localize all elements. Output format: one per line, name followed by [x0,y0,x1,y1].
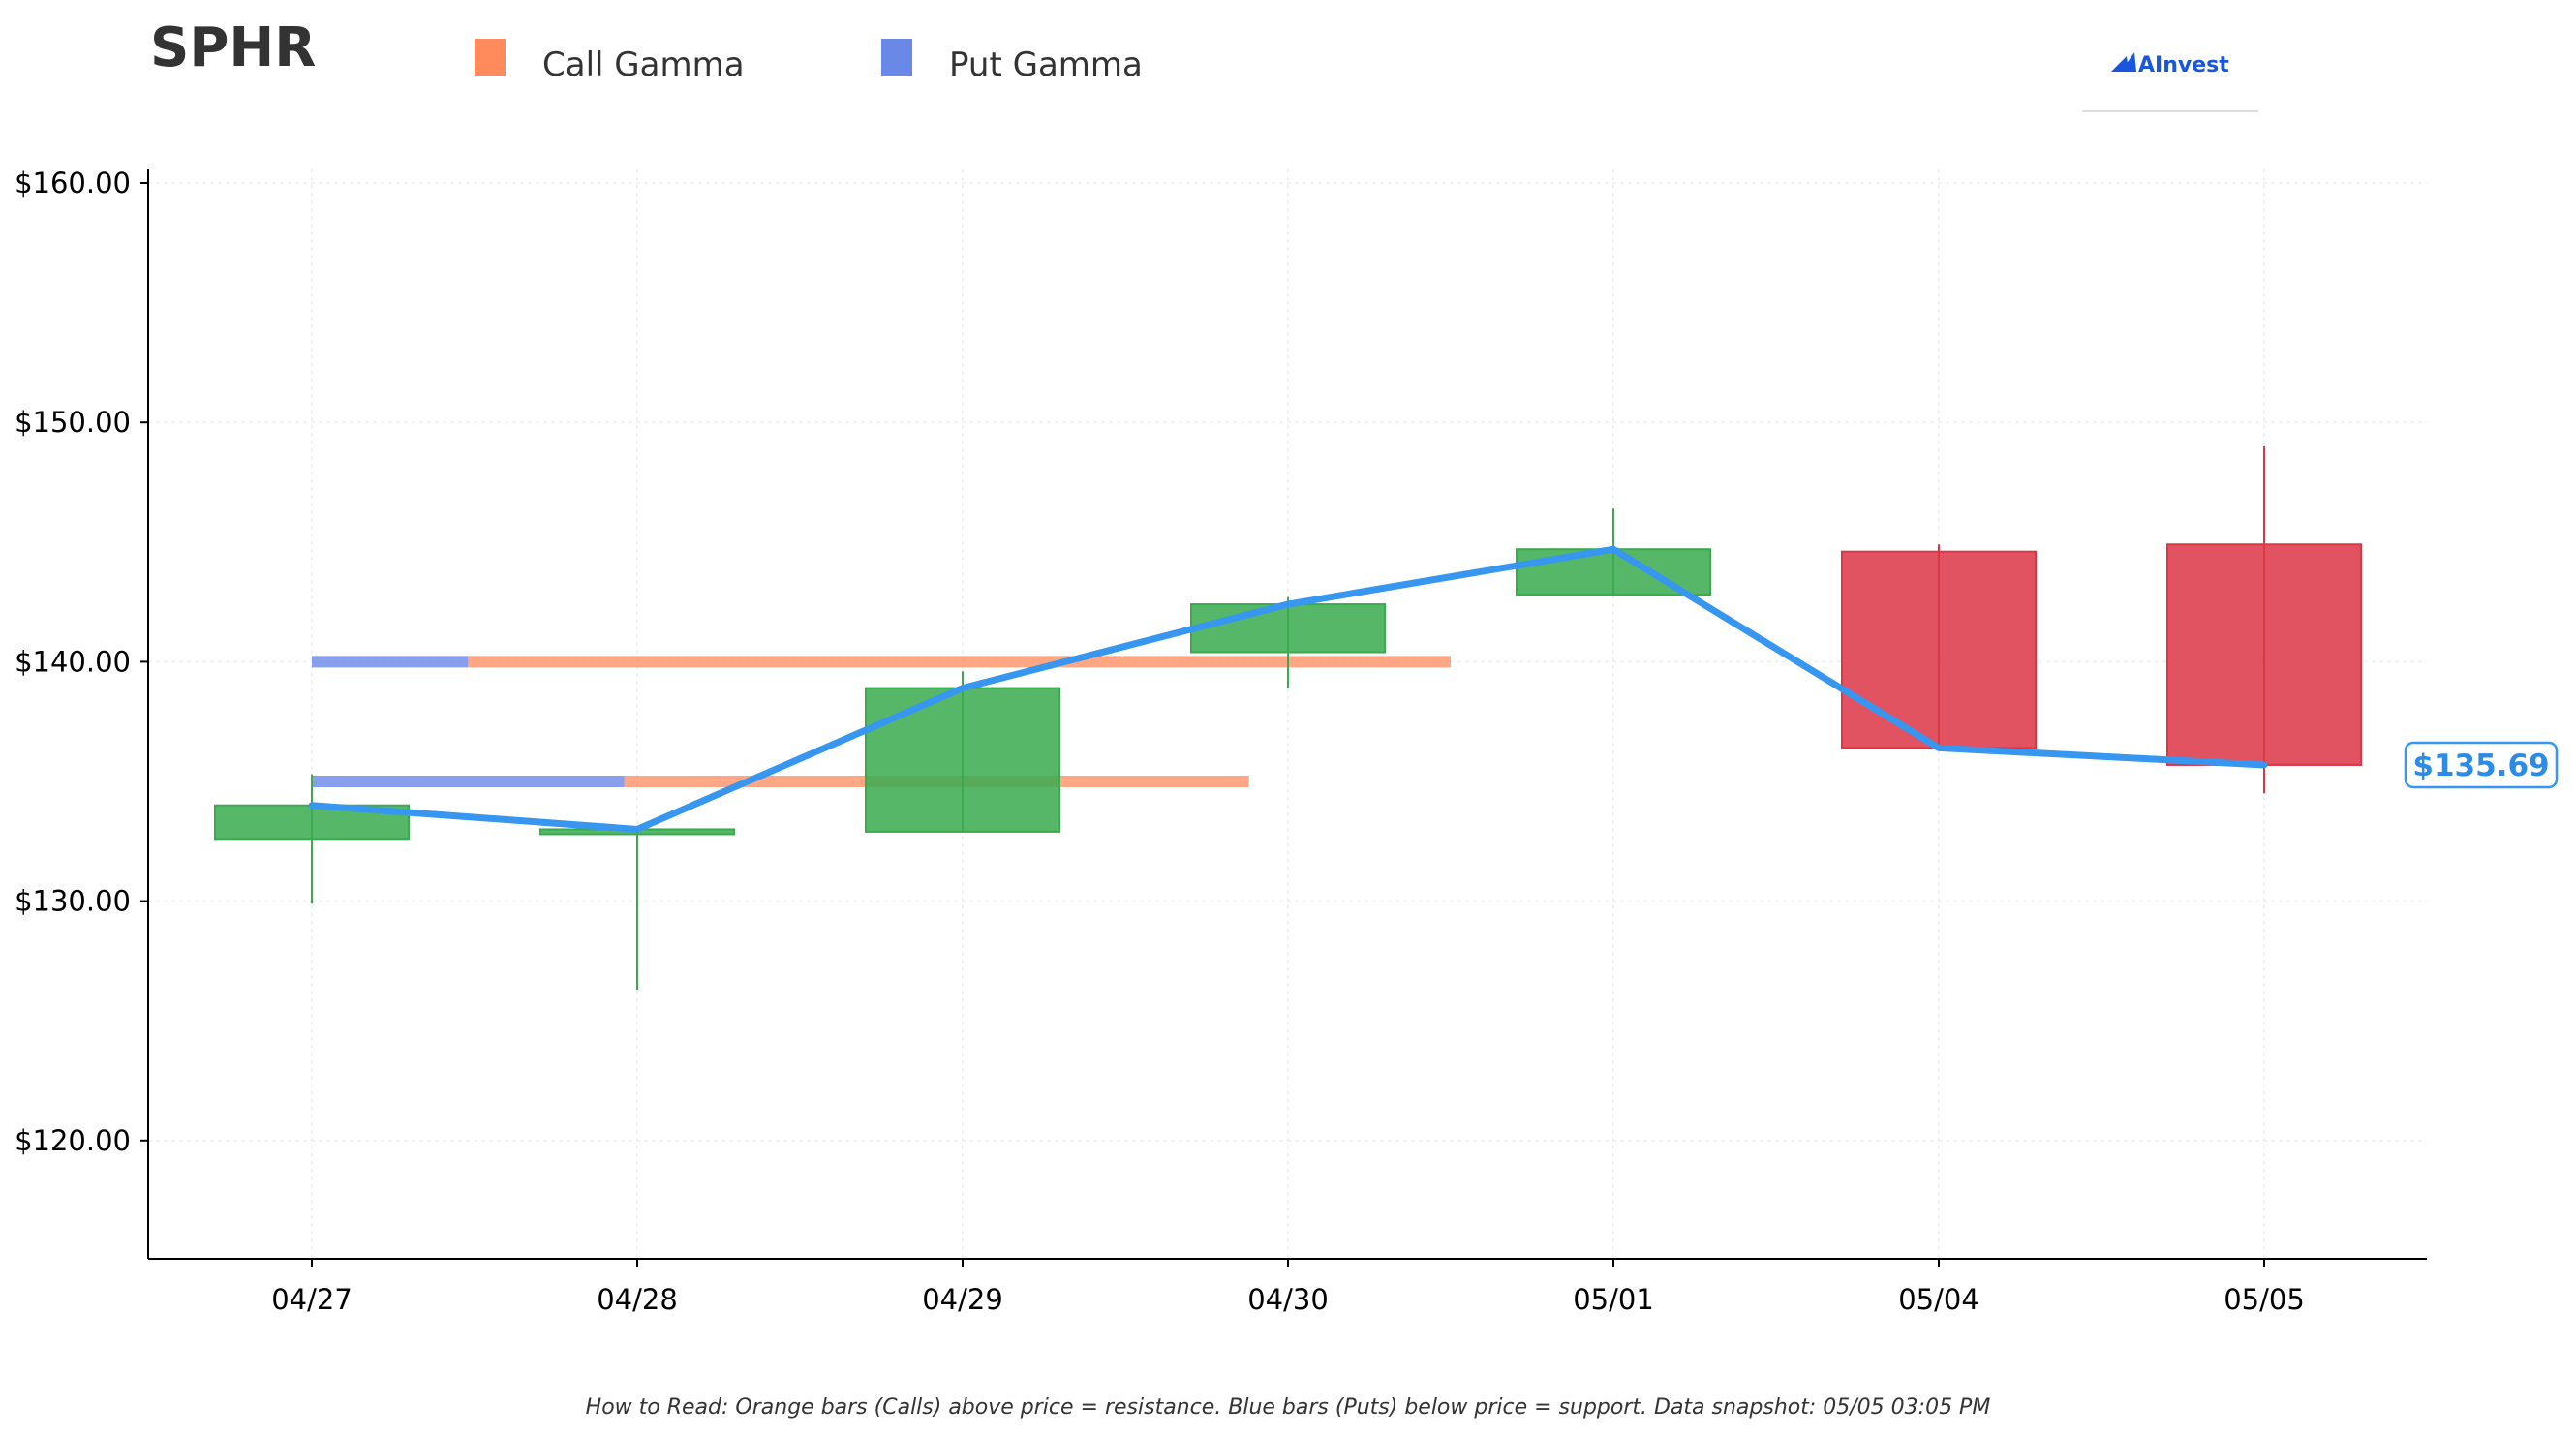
candle-body [865,687,1060,833]
legend-call-gamma-label: Call Gamma [542,46,745,84]
y-tick-label: $130.00 [15,885,131,918]
brand-name: AInvest [2138,53,2229,77]
y-tick-label: $160.00 [15,167,131,199]
legend-put-gamma-label: Put Gamma [949,46,1143,84]
candle-body [1841,550,2037,749]
call-gamma-swatch [475,39,506,76]
x-tick-label: 05/01 [1573,1283,1654,1316]
last-price-label: $135.69 [2412,749,2549,783]
brand-logo: AInvest [2082,52,2258,112]
ticker-title: SPHR [150,16,316,79]
x-tick-label: 04/29 [922,1283,1003,1316]
x-tick-label: 04/28 [597,1283,678,1316]
footnote: How to Read: Orange bars (Calls) above p… [586,1395,1991,1420]
put-gamma-swatch [881,39,912,76]
price-line [308,545,2268,833]
last-price-box [2404,741,2559,789]
x-tick-label: 05/04 [1898,1283,1979,1316]
legend: Call Gamma Put Gamma [475,39,1143,84]
x-tick-label: 04/27 [271,1283,353,1316]
y-tick-label: $120.00 [15,1124,131,1157]
y-tick-label: $140.00 [15,645,131,678]
candle-body [1190,603,1386,654]
plot-area: $120.00 $130.00 $140.00 $150.00 $160.00 04/27… [15,167,2559,1316]
candle-body [2166,543,2362,766]
x-tick-label: 05/05 [2223,1283,2305,1316]
x-tick-label: 04/30 [1247,1283,1329,1316]
brand-logo-icon [2111,52,2136,72]
y-tick-label: $150.00 [15,406,131,439]
